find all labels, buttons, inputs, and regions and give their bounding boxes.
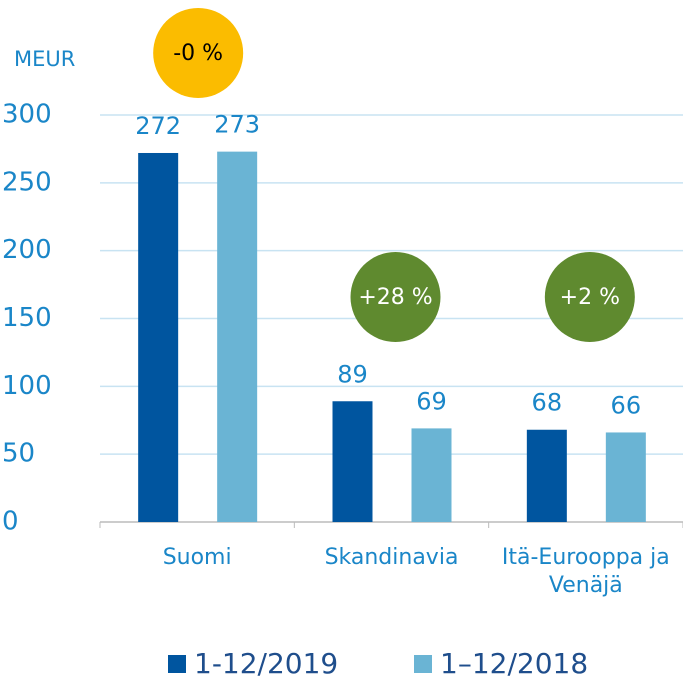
change-label: -0 % [173,41,223,66]
change-badge [544,252,635,342]
y-tick-label: 150 [2,303,52,333]
legend-swatch [168,655,186,673]
x-tick-label: Suomi [162,545,232,570]
value-label: 66 [611,391,642,419]
value-label: 273 [214,111,260,139]
bar [138,152,179,522]
bar [605,432,646,522]
bar [332,401,373,522]
y-tick-label: 300 [2,100,52,130]
x-tick-label: Skandinavia [324,545,459,570]
y-tick-label: 50 [2,439,35,469]
y-tick-label: 0 [2,507,19,537]
y-tick-label: 250 [2,167,52,197]
change-badge [350,252,441,342]
bar [217,151,258,522]
change-badge [153,8,244,98]
value-label: 69 [416,387,447,415]
change-label: +2 % [560,285,620,310]
y-tick-label: 200 [2,235,52,265]
change-label: +28 % [358,285,432,310]
bar [526,429,567,522]
legend-label: 1-12/2019 [194,647,338,680]
y-axis-label: MEUR [14,47,75,71]
value-label: 89 [337,360,368,388]
y-tick-label: 100 [2,371,52,401]
legend-swatch [414,655,432,673]
value-label: 272 [135,112,181,140]
legend-label: 1–12/2018 [440,647,588,680]
x-tick-label: Itä-Eurooppa ja Venäjä [501,545,670,598]
bar [411,428,452,522]
value-label: 68 [532,389,563,417]
